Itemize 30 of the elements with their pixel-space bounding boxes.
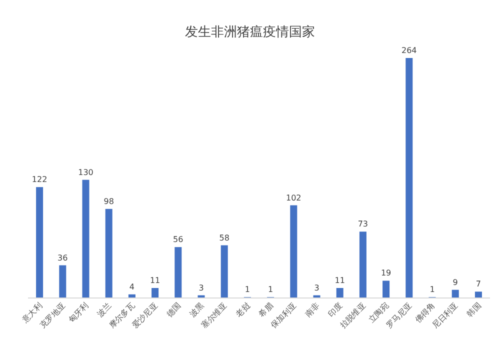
x-tick-label: 希腊 bbox=[257, 301, 275, 319]
data-label: 102 bbox=[286, 193, 302, 202]
data-label: 9 bbox=[452, 278, 458, 287]
data-label: 58 bbox=[219, 233, 230, 242]
data-label: 3 bbox=[198, 283, 204, 292]
data-label: 122 bbox=[32, 175, 48, 184]
data-label: 98 bbox=[104, 196, 114, 206]
data-label: 264 bbox=[402, 46, 417, 55]
x-tick-label: 南非 bbox=[303, 301, 322, 319]
data-label: 7 bbox=[476, 280, 481, 289]
x-tick-label: 波黑 bbox=[188, 301, 206, 319]
x-tick-label: 波兰 bbox=[96, 301, 114, 319]
data-label: 11 bbox=[334, 276, 345, 285]
data-label: 56 bbox=[173, 235, 184, 244]
data-label: 73 bbox=[358, 220, 368, 229]
x-tick-label: 匈牙利 bbox=[66, 301, 90, 324]
data-label: 1 bbox=[244, 285, 250, 294]
data-label: 130 bbox=[78, 168, 94, 177]
data-label: 4 bbox=[129, 282, 134, 292]
data-label: 19 bbox=[380, 268, 392, 278]
data-label: 3 bbox=[314, 283, 320, 292]
x-tick-label: 印度 bbox=[326, 301, 344, 319]
x-tick-label: 韩国 bbox=[465, 301, 483, 319]
data-label: 1 bbox=[268, 285, 274, 294]
chart-title: 发生非洲猪瘟疫情国家 bbox=[185, 24, 315, 40]
x-tick-label: 老挝 bbox=[234, 301, 252, 319]
data-label: 1 bbox=[430, 285, 435, 294]
data-label: 11 bbox=[150, 276, 160, 285]
data-label: 36 bbox=[58, 253, 68, 262]
x-tick-label: 德国 bbox=[164, 301, 183, 319]
